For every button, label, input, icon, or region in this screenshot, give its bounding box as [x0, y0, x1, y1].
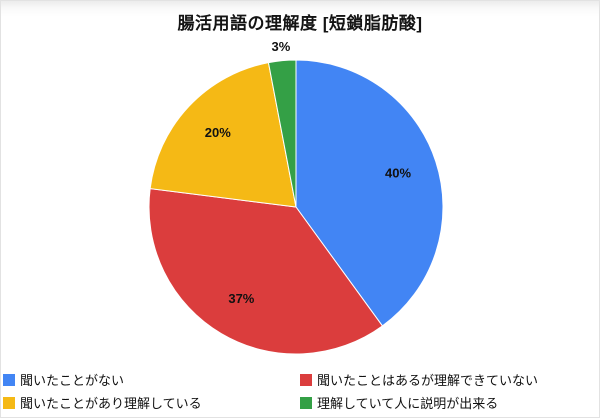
legend: 聞いたことがない 聞いたことはあるが理解できていない聞いたことがあり理解している 理…: [1, 370, 599, 412]
chart-title: 腸活用語の理解度 [短鎖脂肪酸]: [177, 14, 423, 33]
pie-chart: 40% 37% 20% 3%: [148, 39, 444, 355]
legend-swatch-icon: [300, 396, 312, 409]
pie-slice: [295, 59, 444, 327]
legend-item: 聞いたことがない: [3, 370, 300, 389]
legend-label: 理解していて人に説明が出来る: [317, 396, 499, 411]
slice-percent-label: 40%: [385, 165, 411, 180]
legend-item: 聞いたことはあるが理解できていない: [300, 370, 597, 389]
pie-slice: [149, 62, 297, 208]
legend-swatch-icon: [3, 396, 15, 409]
legend-label: 聞いたことがない: [20, 373, 125, 388]
legend-item: 理解していて人に説明が出来る: [300, 393, 597, 412]
pie-slice: [267, 59, 297, 208]
legend-item: 聞いたことがあり理解している: [3, 393, 300, 412]
legend-swatch-icon: [3, 373, 15, 386]
legend-swatch-icon: [300, 373, 312, 386]
slice-percent-label: 20%: [205, 125, 231, 140]
slice-percent-label: 3%: [272, 39, 291, 54]
legend-label: 聞いたことがあり理解している: [20, 396, 202, 411]
pie-slice: [148, 188, 384, 355]
slice-percent-label: 37%: [228, 291, 254, 306]
legend-label: 聞いたことはあるが理解できていない: [317, 373, 539, 388]
